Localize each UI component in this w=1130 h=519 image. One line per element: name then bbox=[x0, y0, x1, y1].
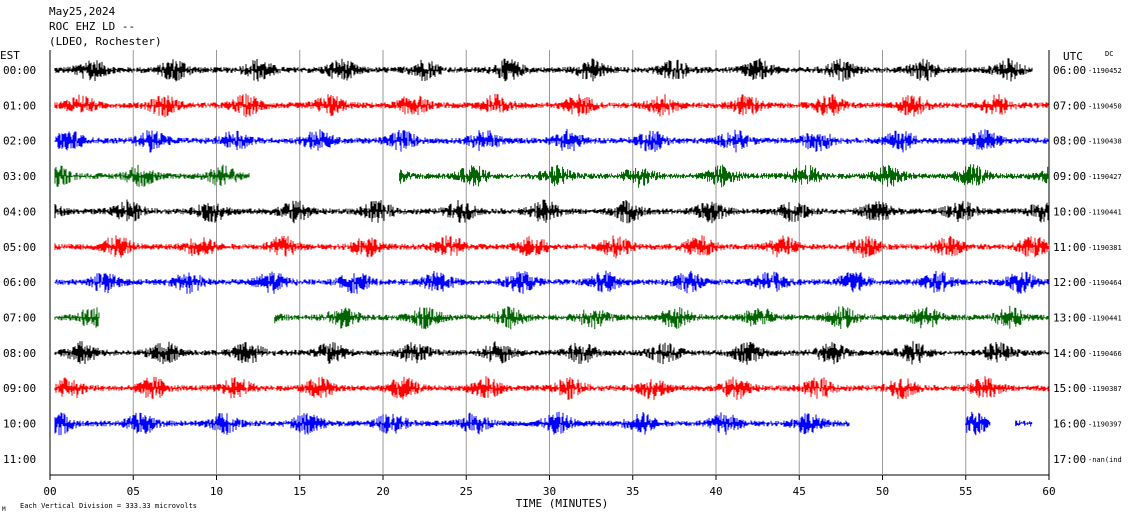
dc-offset-label: -nan(ind bbox=[1088, 456, 1122, 464]
dc-offset-label: -1190387 bbox=[1088, 385, 1122, 393]
dc-column-label: DC bbox=[1105, 50, 1113, 58]
x-tick-label: 55 bbox=[959, 485, 972, 498]
seismic-trace bbox=[54, 164, 250, 187]
est-hour-label: 07:00 bbox=[3, 311, 36, 324]
seismic-trace bbox=[54, 270, 1050, 294]
dc-offset-label: -1190427 bbox=[1088, 173, 1122, 181]
scale-note: Each Vertical Division = 333.33 microvol… bbox=[20, 502, 197, 510]
est-axis-label: EST bbox=[0, 49, 20, 62]
utc-hour-label: 16:00 bbox=[1053, 418, 1086, 431]
est-hour-label: 03:00 bbox=[3, 170, 36, 183]
x-tick-label: 00 bbox=[43, 485, 56, 498]
est-hour-label: 08:00 bbox=[3, 347, 36, 360]
utc-hour-label: 13:00 bbox=[1053, 311, 1086, 324]
utc-hour-label: 17:00 bbox=[1053, 453, 1086, 466]
seismic-trace bbox=[54, 128, 1050, 153]
utc-hour-label: 12:00 bbox=[1053, 276, 1086, 289]
dc-offset-label: -1190464 bbox=[1088, 279, 1122, 287]
utc-hour-label: 11:00 bbox=[1053, 241, 1086, 254]
dc-offset-label: -1190438 bbox=[1088, 138, 1122, 146]
utc-axis-label: UTC bbox=[1063, 50, 1083, 63]
seismic-trace bbox=[54, 235, 1050, 259]
seismic-trace bbox=[274, 305, 1050, 330]
dc-offset-label: -1190381 bbox=[1088, 244, 1122, 252]
seismic-trace bbox=[54, 411, 850, 436]
seismic-trace bbox=[1015, 420, 1033, 427]
utc-hour-label: 10:00 bbox=[1053, 205, 1086, 218]
est-hour-label: 09:00 bbox=[3, 382, 36, 395]
network-title: (LDEO, Rochester) bbox=[49, 35, 162, 48]
x-tick-label: 20 bbox=[376, 485, 389, 498]
est-hour-label: 05:00 bbox=[3, 241, 36, 254]
utc-hour-label: 06:00 bbox=[1053, 64, 1086, 77]
utc-hour-label: 15:00 bbox=[1053, 382, 1086, 395]
dc-offset-label: -1190466 bbox=[1088, 350, 1122, 358]
est-hour-label: 06:00 bbox=[3, 276, 36, 289]
x-tick-label: 40 bbox=[709, 485, 722, 498]
x-axis-title: TIME (MINUTES) bbox=[516, 497, 609, 510]
dc-offset-label: -1190441 bbox=[1088, 208, 1122, 216]
x-tick-label: 60 bbox=[1042, 485, 1055, 498]
x-tick-label: 25 bbox=[460, 485, 473, 498]
utc-hour-label: 08:00 bbox=[1053, 135, 1086, 148]
x-tick-label: 30 bbox=[543, 485, 556, 498]
x-tick-label: 50 bbox=[876, 485, 889, 498]
dc-offset-label: -1190452 bbox=[1088, 67, 1122, 75]
est-hour-label: 01:00 bbox=[3, 99, 36, 112]
seismic-trace bbox=[54, 341, 1050, 365]
est-hour-label: 10:00 bbox=[3, 418, 36, 431]
corner-mark: M bbox=[2, 506, 6, 513]
x-tick-label: 45 bbox=[793, 485, 806, 498]
x-tick-label: 35 bbox=[626, 485, 639, 498]
est-hour-label: 11:00 bbox=[3, 453, 36, 466]
seismic-trace bbox=[54, 58, 1033, 82]
est-hour-label: 00:00 bbox=[3, 64, 36, 77]
seismic-trace bbox=[54, 93, 1050, 118]
dc-offset-label: -1190450 bbox=[1088, 102, 1122, 110]
seismic-trace bbox=[54, 376, 1050, 400]
seismic-trace bbox=[399, 164, 1050, 188]
date-title: May25,2024 bbox=[49, 5, 116, 18]
seismic-trace bbox=[54, 307, 100, 328]
est-hour-label: 02:00 bbox=[3, 135, 36, 148]
dc-offset-label: -1190441 bbox=[1088, 314, 1122, 322]
station-title: ROC EHZ LD -- bbox=[49, 20, 135, 33]
x-tick-label: 15 bbox=[293, 485, 306, 498]
utc-hour-label: 09:00 bbox=[1053, 170, 1086, 183]
utc-hour-label: 07:00 bbox=[1053, 99, 1086, 112]
seismic-trace bbox=[54, 199, 1050, 224]
x-tick-label: 10 bbox=[210, 485, 223, 498]
seismic-trace bbox=[965, 411, 991, 436]
est-hour-label: 04:00 bbox=[3, 205, 36, 218]
utc-hour-label: 14:00 bbox=[1053, 347, 1086, 360]
dc-offset-label: -1190397 bbox=[1088, 421, 1122, 429]
x-tick-label: 05 bbox=[127, 485, 140, 498]
